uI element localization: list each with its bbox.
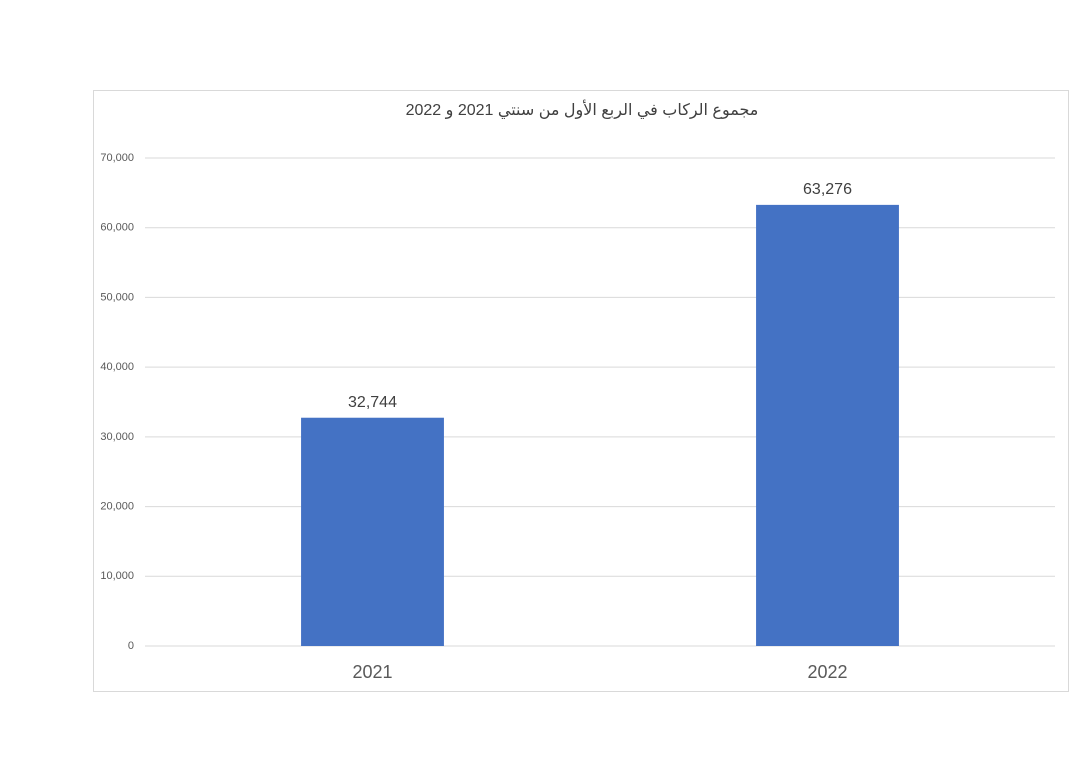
bar	[301, 417, 444, 646]
bar	[756, 204, 899, 646]
y-tick-label: 10,000	[100, 570, 134, 582]
y-tick-label: 70,000	[100, 152, 134, 164]
value-label: 63,276	[803, 181, 852, 198]
chart-title: مجموع الركاب في الربع الأول من سنتي 2021…	[406, 99, 759, 120]
chart-frame	[93, 90, 1069, 692]
value-label: 32,744	[348, 394, 397, 411]
x-tick-label: 2022	[807, 662, 847, 682]
y-tick-label: 30,000	[100, 431, 134, 443]
y-tick-label: 20,000	[100, 500, 134, 512]
y-tick-label: 60,000	[100, 222, 134, 234]
y-tick-label: 40,000	[100, 361, 134, 373]
y-tick-label: 50,000	[100, 291, 134, 303]
y-tick-label: 0	[128, 640, 134, 652]
x-tick-label: 2021	[352, 662, 392, 682]
